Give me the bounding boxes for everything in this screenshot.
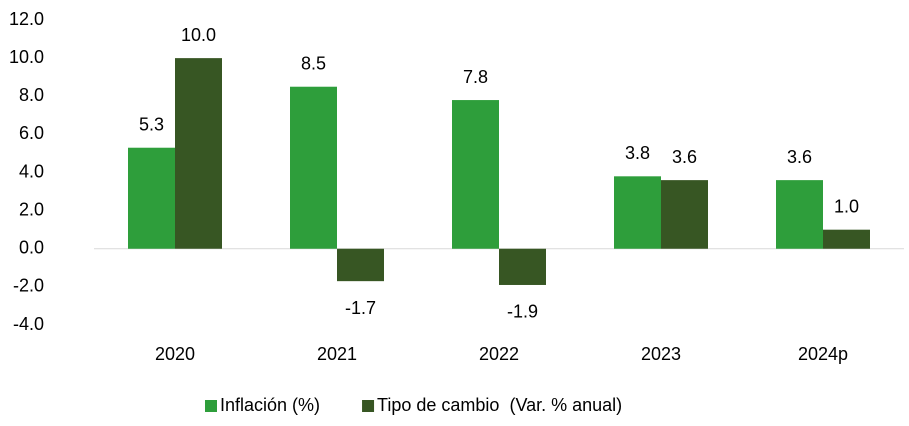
data-label: 8.5 xyxy=(301,53,326,73)
bar xyxy=(175,58,222,249)
y-tick-label: 4.0 xyxy=(19,161,44,181)
x-tick-label: 2021 xyxy=(317,344,357,364)
legend-label: Tipo de cambio (Var. % anual) xyxy=(377,395,622,415)
y-tick-label: 8.0 xyxy=(19,85,44,105)
bar xyxy=(499,248,546,285)
data-label: -1.7 xyxy=(345,298,376,318)
y-tick-label: 6.0 xyxy=(19,123,44,143)
bar xyxy=(661,180,708,249)
bar xyxy=(776,180,823,249)
y-tick-label: 2.0 xyxy=(19,199,44,219)
bar xyxy=(337,248,384,282)
x-tick-label: 2024p xyxy=(798,344,848,364)
data-label: 1.0 xyxy=(834,196,859,216)
data-label: -1.9 xyxy=(507,302,538,322)
data-label: 3.6 xyxy=(787,147,812,167)
y-tick-label: 0.0 xyxy=(19,238,44,258)
x-tick-label: 2020 xyxy=(155,344,195,364)
data-label: 5.3 xyxy=(139,114,164,134)
y-tick-label: -2.0 xyxy=(13,276,44,296)
data-label: 10.0 xyxy=(181,25,216,45)
data-label: 3.8 xyxy=(625,143,650,163)
bar xyxy=(823,229,870,249)
bar xyxy=(614,176,661,249)
bar xyxy=(452,100,499,249)
data-label: 7.8 xyxy=(463,67,488,87)
y-tick-label: 12.0 xyxy=(9,9,44,29)
y-tick-label: -4.0 xyxy=(13,314,44,334)
data-label: 3.6 xyxy=(672,147,697,167)
legend-swatch xyxy=(205,400,217,412)
y-tick-label: 10.0 xyxy=(9,47,44,67)
legend-swatch xyxy=(362,400,375,412)
bar xyxy=(290,86,337,249)
bar xyxy=(128,147,175,249)
legend-label: Inflación (%) xyxy=(220,395,320,415)
x-tick-label: 2022 xyxy=(479,344,519,364)
x-tick-label: 2023 xyxy=(641,344,681,364)
